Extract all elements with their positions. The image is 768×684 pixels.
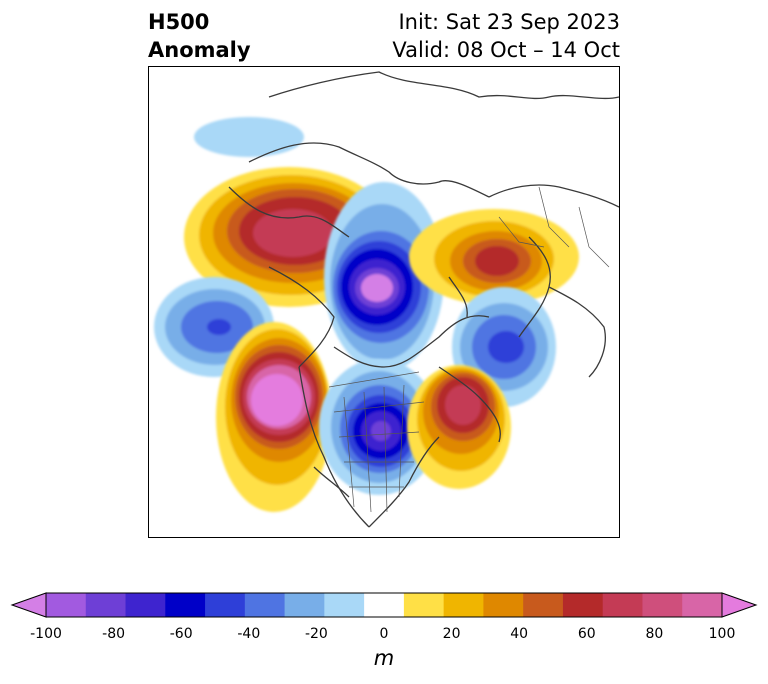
valid-range: Valid: 08 Oct – 14 Oct [392, 38, 620, 62]
colorbar-cell [244, 593, 286, 617]
colorbar-cell [205, 593, 246, 617]
colorbar-cell [364, 593, 405, 617]
colorbar-tick-label: -40 [237, 626, 261, 642]
colorbar-cell [523, 593, 564, 617]
colorbar-cell [483, 593, 524, 617]
colorbar-tick-label: 20 [442, 626, 461, 642]
colorbar-min-extend-arrow [10, 592, 47, 618]
anomaly-map [148, 66, 620, 538]
colorbar-tick-label: 40 [510, 626, 529, 642]
colorbar-cell [46, 593, 87, 617]
map-svg [154, 71, 619, 528]
colorbar-tick-label: 0 [379, 626, 389, 642]
colorbar-tick-label: -20 [304, 626, 328, 642]
map-dates: Init: Sat 23 Sep 2023 Valid: 08 Oct – 14… [392, 8, 620, 64]
anomaly-negative-canada [319, 359, 439, 495]
colorbar-tick-label: -100 [30, 626, 62, 642]
colorbar-cell [562, 593, 604, 617]
colorbar-cell [85, 593, 127, 617]
colorbar-unit: m [373, 646, 395, 670]
colorbar-max-extend-arrow [721, 592, 758, 618]
colorbar-tick-label: -80 [102, 626, 126, 642]
anomaly-negative-arctic [324, 182, 444, 372]
colorbar-cell [165, 593, 206, 617]
title-line-type: Anomaly [148, 38, 251, 62]
colorbar-cell [403, 593, 445, 617]
anomaly-positive-atlantic [407, 365, 511, 489]
colorbar-border [45, 592, 723, 618]
colorbar-cell [284, 593, 325, 617]
colorbar-tick-label: 60 [577, 626, 596, 642]
colorbar-cell [682, 593, 723, 617]
colorbar-cell [125, 593, 166, 617]
anomaly-positive-gulf-of-alaska [216, 322, 332, 512]
colorbar-tick-label: -60 [169, 626, 193, 642]
colorbar-cell [642, 593, 683, 617]
political-boundaries [328, 186, 610, 513]
colorbar-cell [324, 593, 365, 617]
colorbar-cell [602, 593, 643, 617]
title-line-field: H500 [148, 10, 210, 34]
anomaly-negative-arctic-north [194, 117, 304, 157]
colorbar-tick-label: 100 [708, 626, 736, 642]
colorbar-tick-label: 80 [645, 626, 664, 642]
init-date: Init: Sat 23 Sep 2023 [398, 10, 620, 34]
map-title: H500 Anomaly [148, 8, 251, 64]
colorbar-cell [443, 593, 484, 617]
colorbar-cells [46, 593, 723, 617]
colorbar [10, 592, 758, 618]
coastlines [228, 71, 619, 528]
